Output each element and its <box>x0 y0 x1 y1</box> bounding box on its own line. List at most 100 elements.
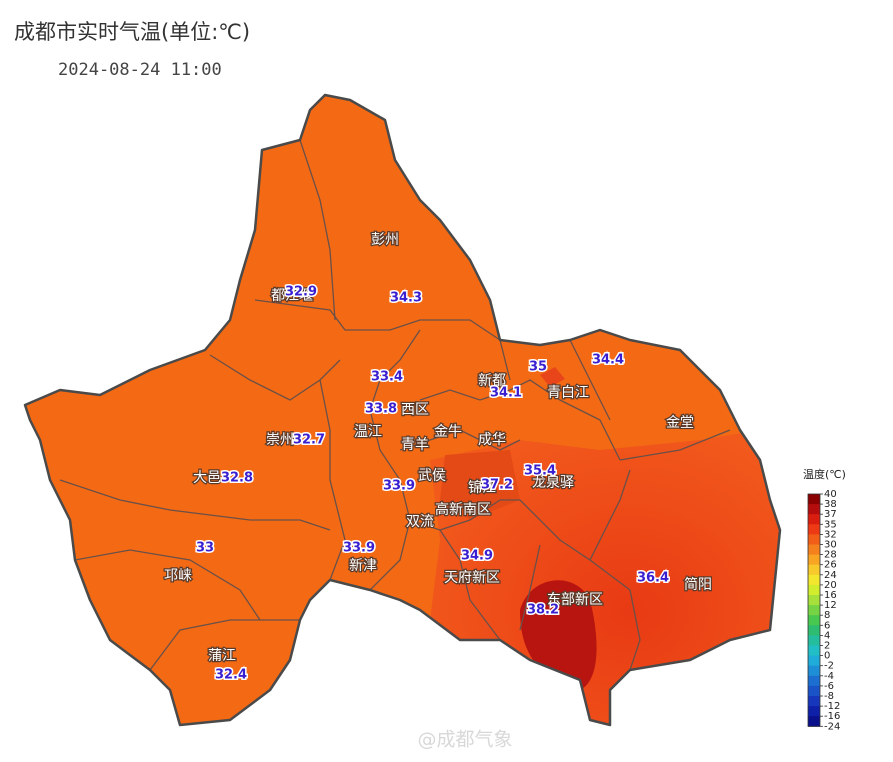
district-label: 新都 <box>478 373 506 389</box>
timestamp: 2024-08-24 11:00 <box>58 60 222 80</box>
temp-label: 35.4 <box>524 464 556 479</box>
district-label: 西区 <box>401 402 429 418</box>
district-label: 温江 <box>354 424 382 440</box>
legend-swatch <box>808 655 820 667</box>
temp-label: 32.7 <box>293 433 325 448</box>
legend-swatch <box>808 675 820 687</box>
legend-swatch <box>808 635 820 646</box>
legend-tick-label: 12 <box>824 600 837 611</box>
temp-label: 33.4 <box>371 370 403 385</box>
legend-tick-label: -4 <box>824 671 834 682</box>
warm-zone <box>440 450 520 520</box>
legend-tick-label: 8 <box>824 610 830 621</box>
legend-tick-label: 26 <box>824 560 837 571</box>
legend-swatch <box>808 584 820 596</box>
legend-tick-label: 0 <box>824 651 830 662</box>
temp-label: 32.4 <box>215 668 247 683</box>
district-label: 邛崃 <box>164 568 192 584</box>
legend-swatch <box>808 645 820 657</box>
legend-swatch <box>808 605 820 616</box>
legend-swatch <box>808 514 820 525</box>
district-label: 彭州 <box>371 232 399 248</box>
temp-label: 35 <box>529 360 547 375</box>
legend-tick-label: -6 <box>824 681 834 692</box>
legend-tick-label: 40 <box>824 489 837 500</box>
legend-tick-label: -12 <box>824 701 840 712</box>
legend-tick-label: 4 <box>824 630 830 641</box>
district-label: 锦江 <box>468 479 496 496</box>
legend-swatch <box>808 494 820 505</box>
district-label: 武侯 <box>418 468 446 484</box>
temp-label: 33.9 <box>383 479 415 494</box>
district-label: 高新南区 <box>435 501 491 518</box>
temp-label: 34.9 <box>461 549 493 564</box>
legend-swatch <box>808 696 820 707</box>
temp-label: 36.4 <box>637 571 669 586</box>
district-label: 天府新区 <box>444 570 500 586</box>
legend-swatch <box>808 685 820 697</box>
district-label: 新津 <box>349 558 377 574</box>
temp-label: 34.3 <box>390 291 422 306</box>
temp-label: 34.4 <box>592 353 624 368</box>
legend-tick-label: 6 <box>824 620 830 631</box>
legend-swatch <box>808 595 820 606</box>
legend-tick-label: 24 <box>824 570 837 581</box>
legend-swatch <box>808 504 820 515</box>
temp-label: 38.2 <box>527 603 559 618</box>
temp-label: 33.8 <box>365 402 397 417</box>
legend-swatch <box>808 665 820 677</box>
legend-tick-label: 30 <box>824 540 837 551</box>
legend-swatch <box>808 706 820 717</box>
district-label: 蒲江 <box>208 648 236 664</box>
legend-tick-label: -2 <box>824 661 834 672</box>
title: 成都市实时气温(单位:℃) <box>14 20 250 44</box>
legend-swatch <box>808 574 820 586</box>
legend-swatch <box>808 564 820 576</box>
warm-zone <box>540 367 565 387</box>
district-borders <box>59 139 731 671</box>
district-label: 金牛 <box>434 424 462 440</box>
temp-label: 34.1 <box>490 386 522 401</box>
district-label: 大邑 <box>193 470 221 486</box>
temp-label: 33 <box>196 541 214 556</box>
legend-swatch <box>808 625 820 636</box>
legend-tick-label: 28 <box>824 550 837 561</box>
legend-tick-label: 20 <box>824 580 837 591</box>
legend-tick-label: 2 <box>824 641 830 652</box>
legend-title: 温度(℃) <box>803 467 846 481</box>
district-label: 金堂 <box>666 415 694 431</box>
legend-tick-label: 35 <box>824 519 837 530</box>
legend-frame <box>807 493 821 727</box>
district-label: 都江堰 <box>271 288 313 304</box>
watermark: @成都气象 <box>417 729 512 751</box>
legend-swatch <box>808 524 820 535</box>
legend-tick-label: -8 <box>824 691 834 702</box>
legend-swatch <box>808 716 820 727</box>
map-outline <box>23 93 782 727</box>
legend-tick-label: -16 <box>824 711 840 722</box>
temp-label: 32.8 <box>221 471 253 486</box>
district-label: 简阳 <box>684 576 712 593</box>
legend-tick-label: -24 <box>824 721 840 732</box>
temp-label: 32.9 <box>285 285 317 300</box>
legend-tick-label: 32 <box>824 529 837 540</box>
district-label: 青白江 <box>547 385 589 401</box>
district-label: 崇州 <box>266 432 294 448</box>
district-label: 龙泉驿 <box>532 474 574 491</box>
legend-swatch <box>808 544 820 556</box>
district-label: 成华 <box>478 432 506 448</box>
temp-label: 33.9 <box>343 541 375 556</box>
legend-swatch <box>808 554 820 566</box>
district-label: 青羊 <box>401 437 429 453</box>
temp-label: 37.2 <box>481 478 513 493</box>
district-label: 东部新区 <box>547 592 603 608</box>
legend-swatch <box>808 615 820 626</box>
legend-tick-label: 16 <box>824 590 837 601</box>
legend-tick-label: 37 <box>824 509 837 520</box>
district-label: 双流 <box>406 514 434 530</box>
legend-tick-label: 38 <box>824 499 837 510</box>
legend-swatch <box>808 534 820 545</box>
